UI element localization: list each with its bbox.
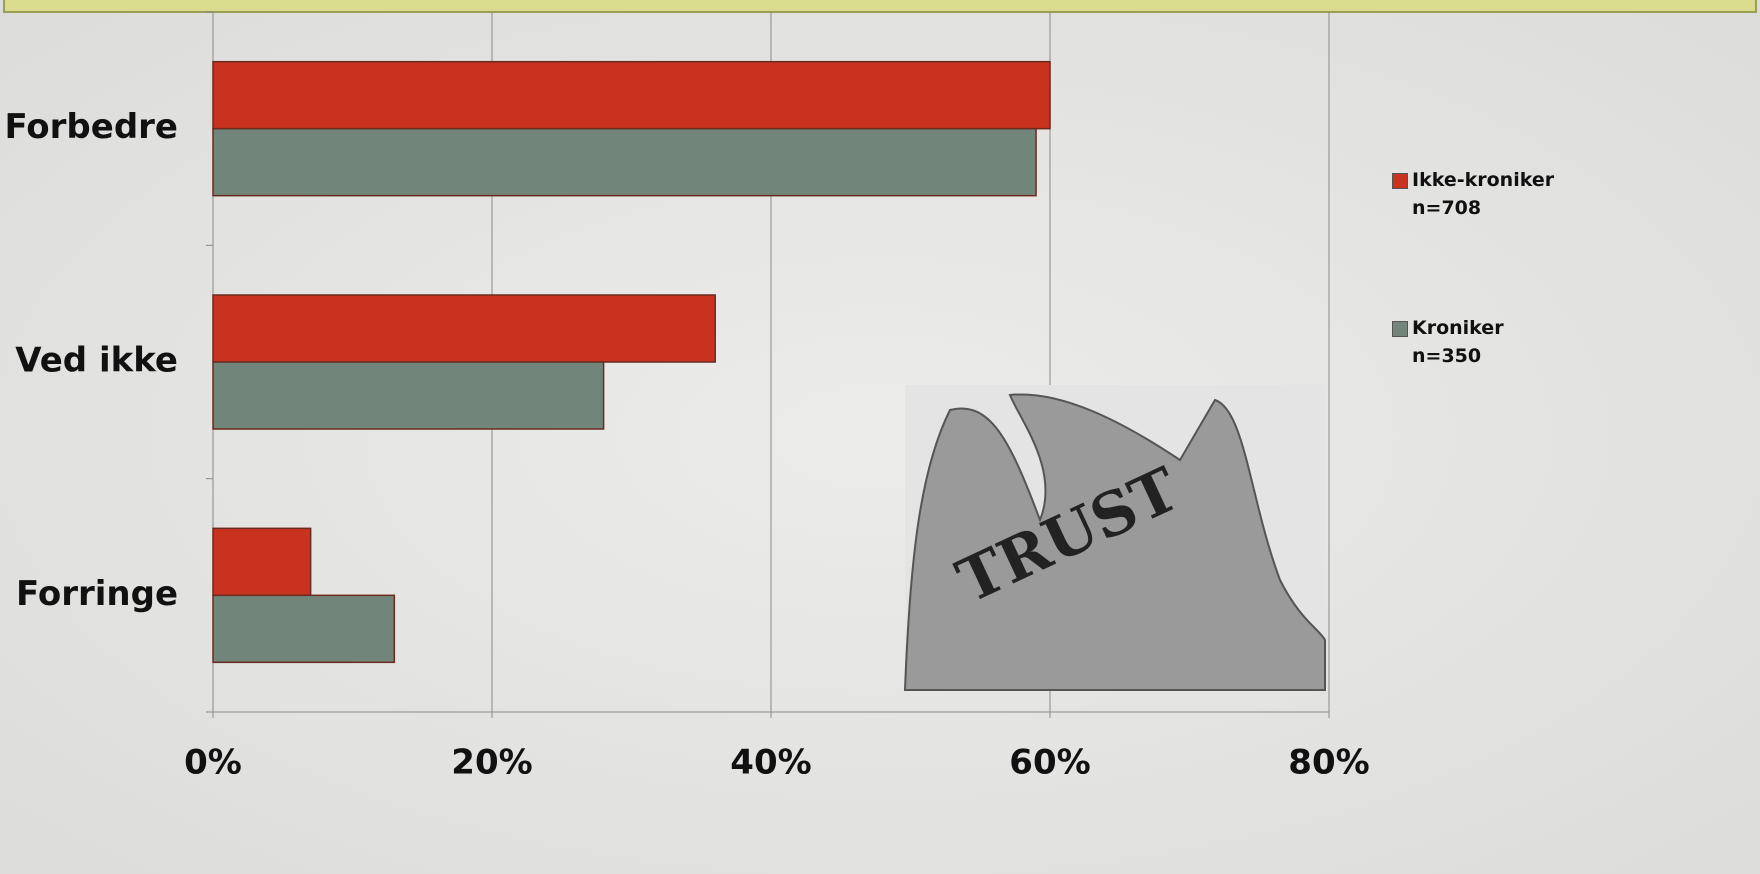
bar	[212, 127, 1037, 197]
bar	[212, 527, 312, 597]
bar	[212, 294, 716, 363]
y-tick-label: Forbedre	[4, 107, 178, 147]
bar	[212, 361, 605, 430]
bar	[212, 594, 396, 664]
legend-item: Ikke-kroniker n=708	[1392, 166, 1554, 222]
hands	[903, 393, 1326, 691]
title-banner	[3, 0, 1757, 13]
legend-label: Kroniker n=350	[1412, 317, 1504, 367]
y-tick-label: Forringe	[16, 574, 178, 614]
x-tick-label: 80%	[1288, 743, 1369, 783]
legend-label: Ikke-kroniker n=708	[1412, 169, 1555, 219]
legend-item: Kroniker n=350	[1392, 314, 1504, 370]
x-tick-label: 40%	[730, 743, 811, 783]
x-tick-label: 20%	[451, 743, 532, 783]
y-tick-label: Ved ikke	[15, 341, 178, 381]
photo: TRUST	[903, 385, 1326, 691]
legend-swatch	[1392, 321, 1408, 337]
bar	[212, 60, 1051, 130]
x-tick-label: 60%	[1009, 743, 1090, 783]
legend-swatch	[1392, 173, 1408, 189]
x-tick-label: 0%	[184, 743, 242, 783]
